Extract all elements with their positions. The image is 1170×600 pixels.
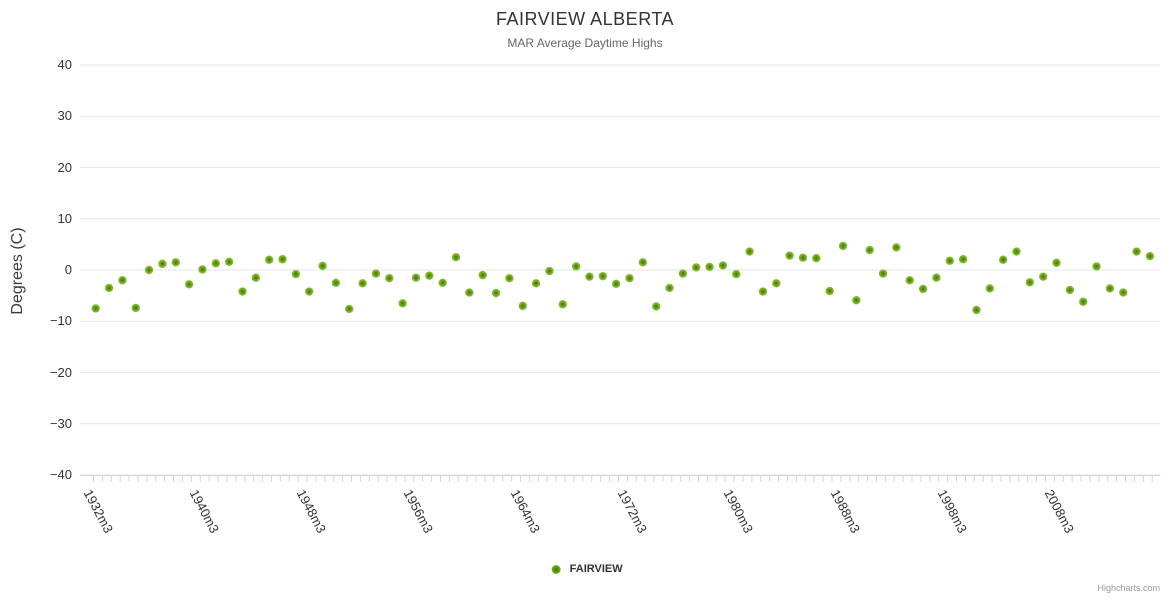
data-point-72[interactable]	[1052, 258, 1061, 268]
data-point-18[interactable]	[331, 278, 341, 288]
data-point-13[interactable]	[264, 255, 274, 264]
data-point-1[interactable]	[104, 283, 114, 293]
data-point-31[interactable]	[505, 274, 514, 283]
data-point-53[interactable]	[798, 253, 808, 262]
data-point-40[interactable]	[625, 274, 634, 283]
data-point-55[interactable]	[825, 286, 834, 296]
legend-label: FAIRVIEW	[569, 563, 623, 575]
y-tick-label--40: −40	[49, 467, 72, 482]
data-point-3[interactable]	[131, 303, 140, 313]
data-point-43[interactable]	[665, 283, 674, 293]
data-point-47[interactable]	[718, 261, 728, 270]
data-point-35[interactable]	[558, 300, 567, 309]
data-point-44[interactable]	[678, 269, 688, 278]
y-tick-label--30: −30	[49, 415, 72, 431]
data-point-65[interactable]	[958, 255, 968, 264]
data-point-41[interactable]	[638, 258, 648, 267]
data-point-51[interactable]	[772, 279, 781, 288]
data-point-25[interactable]	[425, 271, 434, 280]
data-point-19[interactable]	[345, 304, 354, 314]
data-point-70[interactable]	[1025, 278, 1035, 287]
data-point-57[interactable]	[852, 296, 861, 305]
data-point-62[interactable]	[918, 284, 928, 294]
data-point-78[interactable]	[1132, 247, 1141, 256]
data-point-29[interactable]	[478, 270, 487, 280]
data-point-15[interactable]	[291, 269, 301, 279]
data-point-50[interactable]	[758, 287, 768, 296]
data-point-6[interactable]	[171, 258, 180, 267]
data-point-67[interactable]	[985, 284, 995, 293]
chart-title: FAIRVIEW ALBERTA	[495, 9, 675, 29]
data-point-27[interactable]	[451, 252, 461, 262]
y-tick-label-40: 40	[57, 57, 72, 72]
data-point-39[interactable]	[611, 279, 621, 289]
data-point-38[interactable]	[598, 271, 608, 281]
data-point-24[interactable]	[411, 273, 421, 282]
data-point-7[interactable]	[184, 280, 194, 289]
y-tick-label-30: 30	[57, 108, 72, 124]
data-point-30[interactable]	[491, 288, 501, 298]
data-point-71[interactable]	[1038, 272, 1048, 281]
data-point-0[interactable]	[91, 304, 100, 313]
data-point-79[interactable]	[1145, 251, 1155, 261]
data-point-45[interactable]	[692, 263, 701, 272]
credit-link[interactable]: Highcharts.com	[1097, 583, 1160, 593]
data-point-11[interactable]	[238, 287, 247, 296]
data-point-56[interactable]	[838, 241, 848, 251]
legend-marker-icon	[551, 564, 561, 574]
data-point-66[interactable]	[972, 305, 981, 315]
data-point-61[interactable]	[905, 276, 914, 285]
data-point-28[interactable]	[465, 288, 474, 297]
data-point-8[interactable]	[198, 265, 207, 274]
data-point-32[interactable]	[518, 301, 527, 311]
data-point-26[interactable]	[438, 278, 447, 288]
data-point-33[interactable]	[531, 279, 541, 288]
data-point-42[interactable]	[651, 302, 661, 311]
data-point-77[interactable]	[1119, 288, 1128, 297]
data-point-73[interactable]	[1065, 285, 1075, 295]
data-point-9[interactable]	[211, 259, 221, 268]
data-point-74[interactable]	[1079, 297, 1088, 306]
data-point-63[interactable]	[932, 273, 941, 282]
data-point-16[interactable]	[305, 287, 314, 296]
y-tick-label-10: 10	[57, 210, 72, 226]
data-point-46[interactable]	[705, 262, 714, 272]
data-point-20[interactable]	[358, 279, 367, 288]
data-point-64[interactable]	[945, 256, 954, 265]
data-point-60[interactable]	[892, 243, 901, 252]
data-point-14[interactable]	[278, 255, 287, 264]
data-point-17[interactable]	[318, 261, 327, 271]
legend-item-fairview[interactable]: FAIRVIEW	[551, 563, 623, 575]
y-tick-label--20: −20	[49, 364, 72, 380]
data-point-52[interactable]	[785, 251, 794, 260]
data-point-4[interactable]	[144, 265, 154, 275]
data-point-34[interactable]	[545, 266, 554, 276]
data-point-10[interactable]	[224, 257, 234, 266]
data-point-5[interactable]	[158, 259, 167, 269]
data-point-54[interactable]	[812, 254, 821, 263]
y-tick-label--10: −10	[49, 313, 72, 329]
data-point-12[interactable]	[251, 273, 261, 282]
data-point-21[interactable]	[371, 269, 381, 278]
data-point-36[interactable]	[571, 262, 581, 271]
data-point-2[interactable]	[118, 276, 127, 285]
chart-subtitle: MAR Average Daytime Highs	[507, 36, 663, 50]
y-tick-label-20: 20	[57, 159, 72, 175]
y-tick-label-0: 0	[64, 262, 72, 277]
data-point-48[interactable]	[732, 269, 741, 279]
data-point-37[interactable]	[585, 272, 594, 281]
data-point-68[interactable]	[998, 255, 1008, 264]
data-point-69[interactable]	[1012, 247, 1021, 256]
data-point-23[interactable]	[398, 299, 407, 308]
data-point-59[interactable]	[878, 269, 888, 278]
data-point-58[interactable]	[865, 245, 874, 255]
data-point-75[interactable]	[1092, 262, 1101, 271]
data-point-76[interactable]	[1105, 284, 1115, 293]
data-point-49[interactable]	[745, 247, 754, 256]
data-point-22[interactable]	[385, 274, 394, 283]
